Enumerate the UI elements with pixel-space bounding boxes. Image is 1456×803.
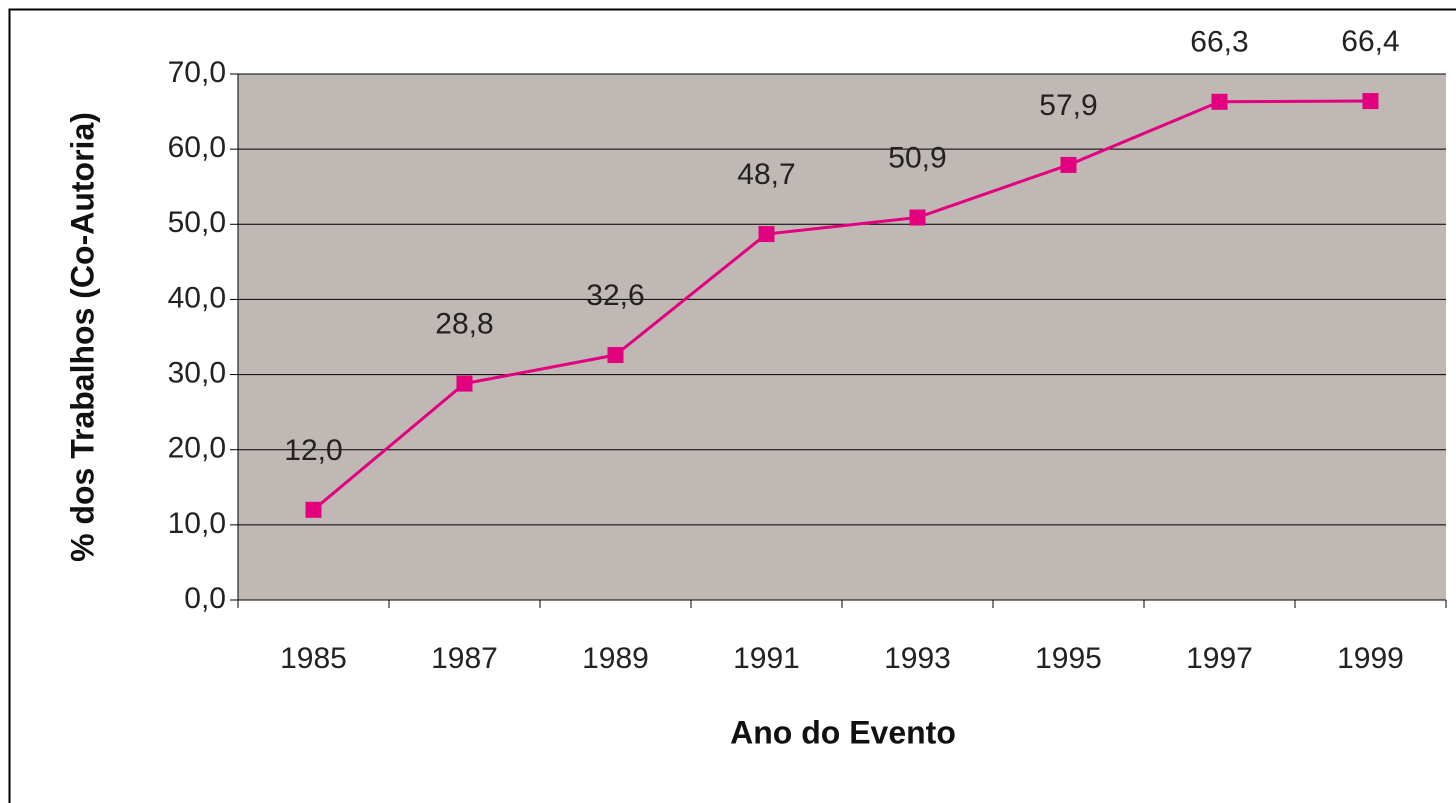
x-tick-label: 1991 [733,642,800,675]
marker [1362,93,1379,110]
x-axis-title: Ano do Evento [730,714,956,750]
data-label: 32,6 [586,279,644,312]
data-label: 28,8 [435,308,493,341]
y-tick-label: 20,0 [168,432,226,465]
data-label: 66,4 [1341,25,1399,58]
x-tick-label: 1999 [1337,642,1404,675]
marker [305,501,322,518]
marker [456,375,473,392]
data-label: 50,9 [888,141,946,174]
x-tick-label: 1987 [431,642,498,675]
y-tick-label: 0,0 [184,582,226,615]
x-tick-label: 1989 [582,642,649,675]
data-label: 12,0 [284,434,342,467]
y-tick-label: 40,0 [168,281,226,314]
marker [1060,156,1077,173]
x-tick-label: 1997 [1186,642,1253,675]
data-label: 57,9 [1039,89,1097,122]
x-tick-label: 1985 [280,642,347,675]
x-tick-label: 1995 [1035,642,1102,675]
y-tick-label: 10,0 [168,507,226,540]
marker [1211,93,1228,110]
y-axis-title: % dos Trabalhos (Co-Autoria) [64,112,100,562]
y-tick-label: 50,0 [168,206,226,239]
y-tick-label: 60,0 [168,131,226,164]
marker [758,226,775,243]
data-label: 48,7 [737,158,795,191]
marker [607,347,624,364]
plot-area [238,74,1446,600]
y-tick-label: 70,0 [168,56,226,89]
line [312,99,1371,511]
x-tick-label: 1993 [884,642,951,675]
marker [909,209,926,226]
y-tick-label: 30,0 [168,356,226,389]
data-label: 66,3 [1190,26,1248,59]
